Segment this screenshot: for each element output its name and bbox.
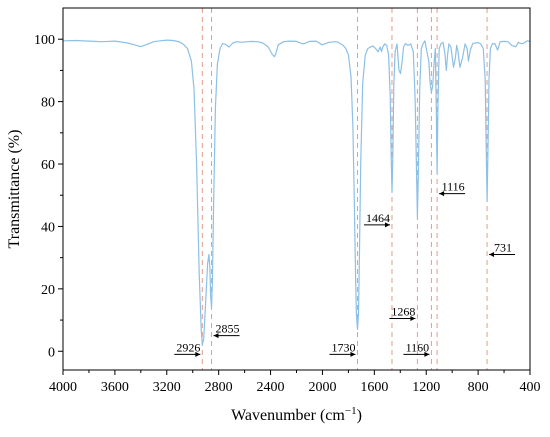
annotation-arrow-head [350,351,356,357]
y-tick-label: 20 [41,283,55,298]
annotation-arrow-head [410,316,416,322]
x-axis-title: Wavenumber (cm−1) [231,405,362,424]
y-tick-label: 0 [48,345,55,360]
annotation-label: 2926 [176,340,200,354]
spectrum-line [62,39,531,346]
annotation-label: 1160 [406,340,430,354]
spectrum-series [62,39,531,346]
annotation-2926: 2926 [174,340,201,357]
x-axis-title-superscript: −1 [345,405,357,417]
y-tick-label: 60 [41,158,55,173]
annotation-1160: 1160 [403,340,430,357]
annotation-arrow-head [213,333,219,339]
annotation-label: 2855 [216,322,240,336]
annotation-arrow-head [195,351,201,357]
y-tick-label: 100 [34,33,55,48]
x-axis-title-close: ) [357,407,362,424]
annotation-1116: 1116 [439,180,466,197]
annotation-label: 731 [494,241,512,255]
annotation-1464: 1464 [363,211,390,228]
x-tick-label: 1200 [412,380,440,395]
x-tick-label: 2000 [308,380,336,395]
annotation-label: 1730 [331,340,355,354]
annotation-arrow-head [489,252,495,258]
annotation-731: 731 [489,241,516,258]
y-tick-label: 40 [41,220,55,235]
peak-annotations: 2926 2855 1730 1464 1268 1160 1116 731 [174,180,516,357]
x-tick-label: 1600 [360,380,388,395]
x-tick-label: 2800 [205,380,233,395]
annotation-label: 1268 [391,305,415,319]
x-tick-label: 800 [468,380,489,395]
annotation-label: 1464 [366,211,390,225]
annotation-1730: 1730 [329,340,356,357]
y-tick-label: 80 [41,96,55,111]
annotation-arrow-head [439,191,445,197]
annotation-arrow-head [424,351,430,357]
annotation-arrow-head [384,222,390,228]
x-tick-label: 2400 [257,380,285,395]
x-tick-label: 3600 [101,380,129,395]
x-tick-label: 3200 [153,380,181,395]
x-tick-label: 4000 [49,380,77,395]
y-axis-ticks: 0 20 40 60 80 100 [34,33,63,360]
x-axis-ticks: 4000 3600 3200 2800 2400 2000 1600 1200 800 400 [49,370,541,395]
annotation-label: 1116 [442,180,465,194]
y-axis-title: Transmittance (%) [6,130,23,249]
annotation-1268: 1268 [389,305,416,322]
x-tick-label: 400 [520,380,541,395]
annotation-2855: 2855 [213,322,240,339]
